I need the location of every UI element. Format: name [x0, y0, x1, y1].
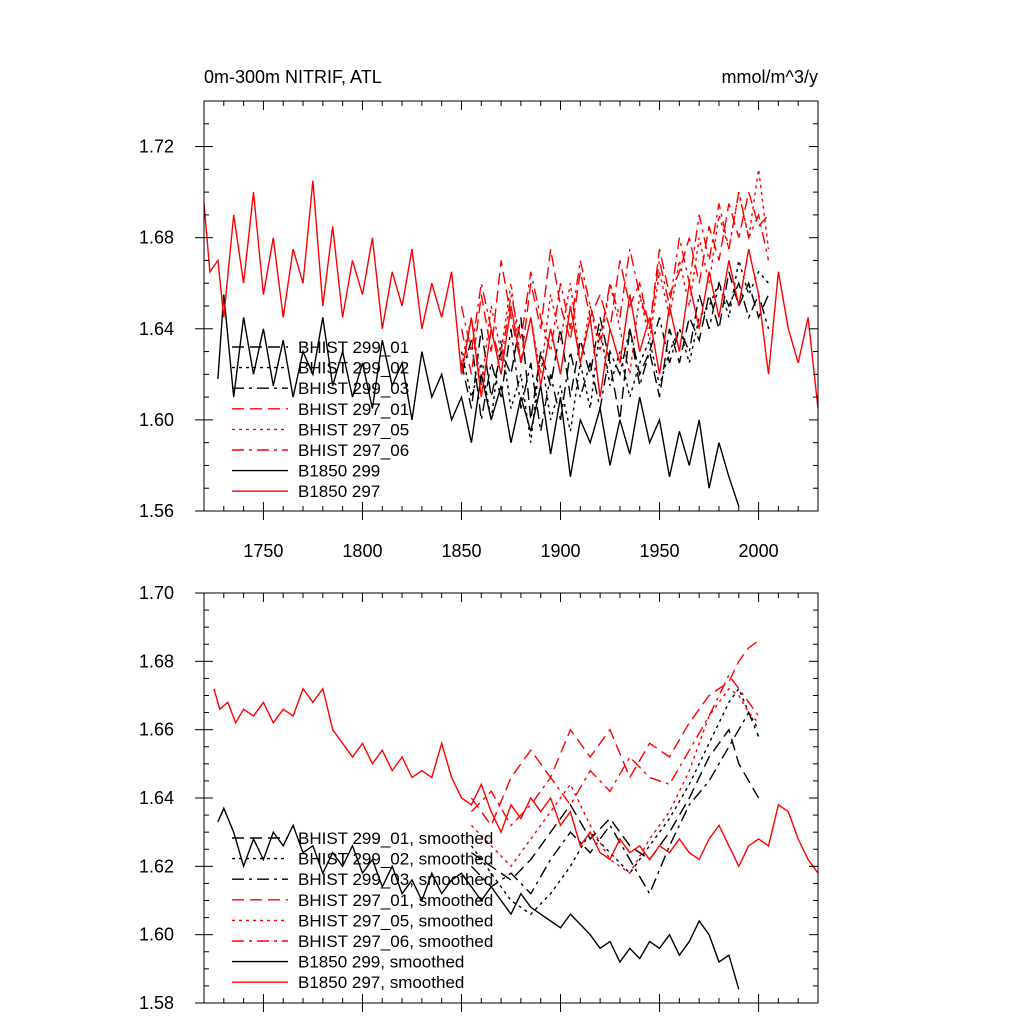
x-tick-label: 2000: [739, 541, 779, 561]
legend-label: B1850 299: [298, 462, 380, 481]
y-tick-label: 1.68: [139, 228, 174, 248]
top-panel: 0m-300m NITRIF, ATL mmol/m^3/y 1750 1800 1…: [139, 67, 819, 561]
x-tick-label: 1850: [441, 541, 481, 561]
y-tick-label: 1.70: [139, 583, 174, 603]
legend-label: B1850 297: [298, 482, 380, 501]
legend-label: B1850 297, smoothed: [298, 973, 464, 992]
series-line-1-7: [213, 687, 819, 874]
y-tick-label: 1.62: [139, 856, 174, 876]
legend-label: BHIST 297_05: [298, 420, 409, 439]
legend-label: BHIST 297_01: [298, 400, 409, 419]
legend-label: BHIST 297_05, smoothed: [298, 911, 493, 930]
series-line-1-2: [470, 711, 760, 896]
bottom-legend: BHIST 299_01, smoothed BHIST 299_02, smoo…: [232, 829, 493, 992]
series-line-0-3: [460, 191, 770, 375]
legend-label: B1850 299, smoothed: [298, 953, 464, 972]
series-line-0-1: [460, 260, 770, 443]
y-tick-label: 1.66: [139, 720, 174, 740]
y-tick-label: 1.60: [139, 925, 174, 945]
legend-label: BHIST 299_02: [298, 359, 409, 378]
y-tick-label: 1.68: [139, 651, 174, 671]
legend-label: BHIST 297_06: [298, 441, 409, 460]
series-line-1-6: [217, 806, 740, 990]
legend-label: BHIST 297_06, smoothed: [298, 932, 493, 951]
legend-label: BHIST 299_01: [298, 338, 409, 357]
bottom-panel: 1.58 1.60 1.62 1.64 1.66 1.68 1.70 BHIST 299_0…: [139, 583, 819, 1013]
top-tick-group: 1750 1800 1850 1900 1950 2000 1.56 1.60 1.64 1.68…: [139, 100, 819, 561]
series-line-1-4: [470, 687, 760, 875]
series-line-0-0: [460, 271, 770, 421]
legend-label: BHIST 299_03: [298, 379, 409, 398]
y-tick-label: 1.60: [139, 410, 174, 430]
series-line-1-0: [471, 728, 760, 881]
legend-label: BHIST 299_01, smoothed: [298, 829, 493, 848]
series-line-0-6: [217, 294, 740, 507]
x-tick-label: 1750: [243, 541, 283, 561]
y-tick-label: 1.72: [139, 137, 174, 157]
top-series-group: [203, 169, 819, 507]
y-tick-label: 1.64: [139, 788, 174, 808]
bottom-tick-group: 1.58 1.60 1.62 1.64 1.66 1.68 1.70: [139, 583, 819, 1013]
top-panel-units: mmol/m^3/y: [722, 67, 818, 87]
y-tick-label: 1.64: [139, 319, 174, 339]
y-tick-label: 1.56: [139, 501, 174, 521]
series-line-0-7: [203, 180, 819, 409]
top-panel-title: 0m-300m NITRIF, ATL: [204, 67, 382, 87]
series-line-0-4: [460, 169, 770, 386]
series-line-0-5: [460, 191, 770, 364]
x-tick-label: 1900: [540, 541, 580, 561]
y-tick-label: 1.58: [139, 993, 174, 1013]
x-tick-label: 1800: [342, 541, 382, 561]
x-tick-label: 1950: [640, 541, 680, 561]
legend-label: BHIST 299_03, smoothed: [298, 870, 493, 889]
bottom-series-group: [213, 640, 819, 990]
series-line-1-3: [470, 640, 760, 827]
legend-label: BHIST 297_01, smoothed: [298, 891, 493, 910]
legend-label: BHIST 299_02, smoothed: [298, 850, 493, 869]
